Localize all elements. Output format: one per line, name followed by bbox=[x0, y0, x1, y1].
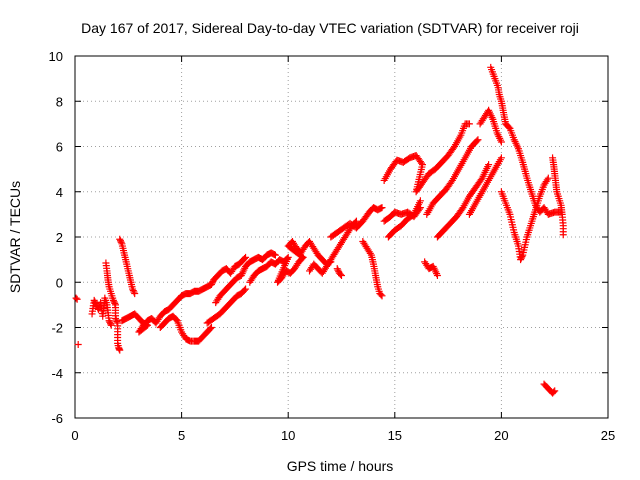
x-tick-label: 0 bbox=[71, 428, 78, 443]
data-point bbox=[111, 299, 119, 307]
data-point bbox=[92, 299, 100, 307]
data-point bbox=[206, 325, 214, 333]
y-tick-label: -2 bbox=[51, 321, 63, 336]
data-point bbox=[113, 317, 121, 325]
data-point bbox=[131, 290, 139, 298]
data-point bbox=[366, 249, 374, 257]
data-point bbox=[517, 256, 525, 264]
data-point bbox=[497, 138, 505, 146]
data-point bbox=[559, 231, 567, 239]
data-point bbox=[130, 288, 138, 296]
y-tick-label: 2 bbox=[56, 230, 63, 245]
data-point bbox=[129, 287, 137, 295]
data-point bbox=[551, 387, 559, 395]
data-point bbox=[518, 253, 526, 261]
data-point bbox=[543, 176, 551, 184]
data-point bbox=[352, 217, 360, 225]
y-tick-label: 6 bbox=[56, 140, 63, 155]
data-point bbox=[105, 317, 113, 325]
data-point bbox=[378, 204, 386, 212]
y-tick-label: -6 bbox=[51, 411, 63, 426]
y-tick-label: 8 bbox=[56, 94, 63, 109]
x-axis-label: GPS time / hours bbox=[287, 458, 394, 474]
data-point bbox=[208, 279, 216, 287]
data-point bbox=[207, 324, 215, 331]
data-point bbox=[336, 270, 344, 278]
data-point bbox=[485, 161, 493, 169]
data-point bbox=[107, 320, 115, 328]
y-tick-label: -4 bbox=[51, 366, 63, 381]
data-point bbox=[116, 237, 124, 245]
x-tick-label: 10 bbox=[281, 428, 295, 443]
data-point bbox=[433, 271, 441, 279]
axis-ticks: 0 5 10 15 20 25 -6 -4 -2 0 2 4 6 8 10 bbox=[49, 49, 616, 443]
data-points bbox=[72, 63, 567, 397]
data-point bbox=[90, 296, 98, 304]
data-point bbox=[242, 285, 250, 293]
chart-title: Day 167 of 2017, Sidereal Day-to-day VTE… bbox=[81, 20, 579, 36]
data-point bbox=[116, 346, 124, 354]
data-point bbox=[110, 298, 118, 306]
data-point bbox=[117, 238, 125, 246]
data-point bbox=[474, 136, 482, 144]
data-point bbox=[106, 318, 114, 326]
data-point bbox=[107, 321, 115, 329]
data-point bbox=[334, 266, 342, 274]
data-point bbox=[517, 254, 525, 262]
data-point bbox=[333, 265, 341, 273]
x-tick-label: 15 bbox=[388, 428, 402, 443]
data-point bbox=[550, 388, 558, 396]
data-point bbox=[74, 340, 82, 348]
x-tick-label: 5 bbox=[178, 428, 185, 443]
data-point bbox=[73, 295, 81, 303]
y-tick-label: 4 bbox=[56, 185, 63, 200]
data-point bbox=[544, 174, 552, 182]
data-point bbox=[378, 292, 386, 300]
data-point bbox=[116, 235, 124, 243]
data-point bbox=[416, 197, 424, 205]
y-tick-label: 10 bbox=[49, 49, 63, 64]
data-point bbox=[338, 271, 345, 279]
x-tick-label: 25 bbox=[601, 428, 615, 443]
data-point bbox=[240, 286, 248, 294]
x-tick-label: 20 bbox=[494, 428, 508, 443]
data-point bbox=[72, 294, 80, 302]
data-point bbox=[112, 316, 120, 324]
data-point bbox=[207, 281, 215, 289]
data-point bbox=[473, 137, 481, 145]
data-point bbox=[242, 253, 250, 261]
data-point bbox=[465, 120, 473, 128]
data-point bbox=[497, 154, 505, 162]
data-point bbox=[91, 298, 99, 306]
data-point bbox=[109, 296, 117, 304]
data-point bbox=[112, 314, 120, 322]
data-point bbox=[240, 254, 248, 262]
data-point bbox=[377, 291, 385, 299]
data-point bbox=[129, 285, 137, 293]
y-tick-label: 0 bbox=[56, 275, 63, 290]
data-point bbox=[271, 251, 279, 259]
y-axis-label: SDTVAR / TECUs bbox=[7, 181, 23, 293]
